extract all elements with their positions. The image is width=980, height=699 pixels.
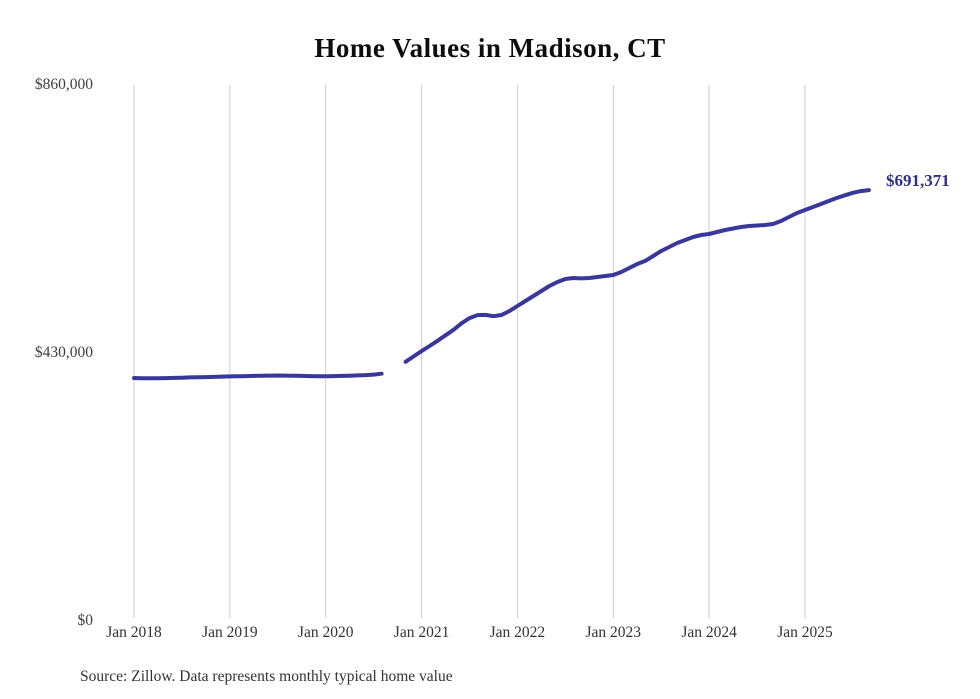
source-note: Source: Zillow. Data represents monthly … <box>80 668 453 685</box>
chart-title: Home Values in Madison, CT <box>314 33 666 63</box>
y-axis-tick-860000: $860,000 <box>34 76 93 93</box>
x-axis-tick-jan-2024: Jan 2024 <box>681 624 737 641</box>
x-axis-tick-jan-2022: Jan 2022 <box>489 624 546 641</box>
latest-value-label: $691,371 <box>886 171 950 190</box>
home-value-line-segment <box>132 371 384 381</box>
x-axis-tick-jan-2023: Jan 2023 <box>585 624 642 641</box>
y-axis-tick-430000: $430,000 <box>34 344 93 361</box>
x-axis-tick-jan-2021: Jan 2021 <box>393 624 450 641</box>
x-axis-tick-jan-2018: Jan 2018 <box>106 624 162 641</box>
x-axis-tick-jan-2020: Jan 2020 <box>297 624 354 641</box>
home-value-line-series <box>132 188 871 381</box>
x-axis-tick-jan-2019: Jan 2019 <box>202 624 258 641</box>
vertical-gridlines <box>133 85 806 618</box>
home-value-line-segment <box>403 188 871 364</box>
x-axis-tick-jan-2025: Jan 2025 <box>777 624 833 641</box>
y-axis-tick-0: $0 <box>77 612 94 629</box>
